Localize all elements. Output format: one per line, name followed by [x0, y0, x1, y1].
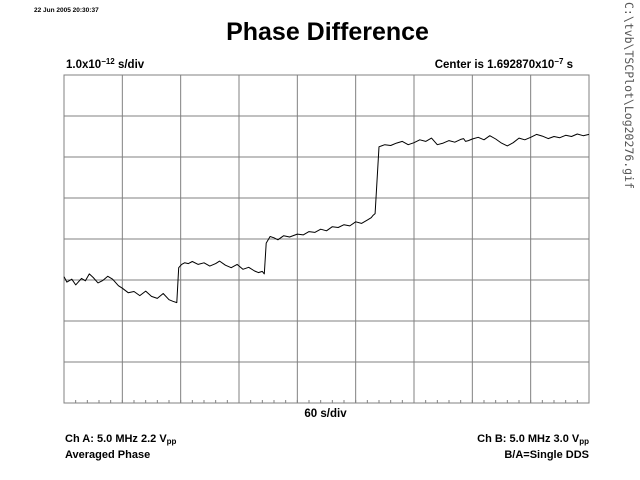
- channel-a-line1: Ch A: 5.0 MHz 2.2 Vpp: [65, 433, 176, 449]
- center-label: Center is 1.692870x10−7 s: [435, 57, 573, 71]
- plot-grid: [63, 74, 590, 404]
- chart-title: Phase Difference: [226, 18, 429, 46]
- file-path-label: C:\tvb\TSCPlot\Log20276.gif: [622, 2, 636, 189]
- channel-a-mode: Averaged Phase: [65, 448, 151, 461]
- y-scale-exponent: −12: [101, 57, 115, 66]
- y-scale-mantissa: 1.0x10: [66, 59, 102, 71]
- center-prefix: Center is 1.692870x10: [434, 59, 555, 71]
- x-scale-label: 60 s/div: [304, 408, 347, 420]
- channel-b-info: Ch B: 5.0 MHz 3.0 Vpp B/A=Single DDS: [477, 433, 589, 462]
- channel-a-settings: Ch A: 5.0 MHz 2.2 V: [65, 433, 167, 445]
- center-exponent: −7: [554, 57, 564, 66]
- channel-b-line1: Ch B: 5.0 MHz 3.0 Vpp: [477, 433, 589, 449]
- center-unit: s: [563, 59, 573, 71]
- channel-a-unit-sub: pp: [166, 437, 177, 446]
- channel-a-info: Ch A: 5.0 MHz 2.2 Vpp Averaged Phase: [65, 433, 176, 462]
- timestamp: 22 Jun 2005 20:30:37: [34, 7, 99, 14]
- plot-traces: [63, 133, 590, 304]
- channel-b-mode: B/A=Single DDS: [504, 448, 589, 461]
- phase-trace-line: [63, 133, 590, 304]
- channel-b-settings: Ch B: 5.0 MHz 3.0 V: [477, 433, 580, 445]
- y-scale-unit: s/div: [114, 59, 145, 71]
- channel-b-unit-sub: pp: [579, 437, 589, 446]
- y-scale-label: 1.0x10−12 s/div: [66, 57, 144, 71]
